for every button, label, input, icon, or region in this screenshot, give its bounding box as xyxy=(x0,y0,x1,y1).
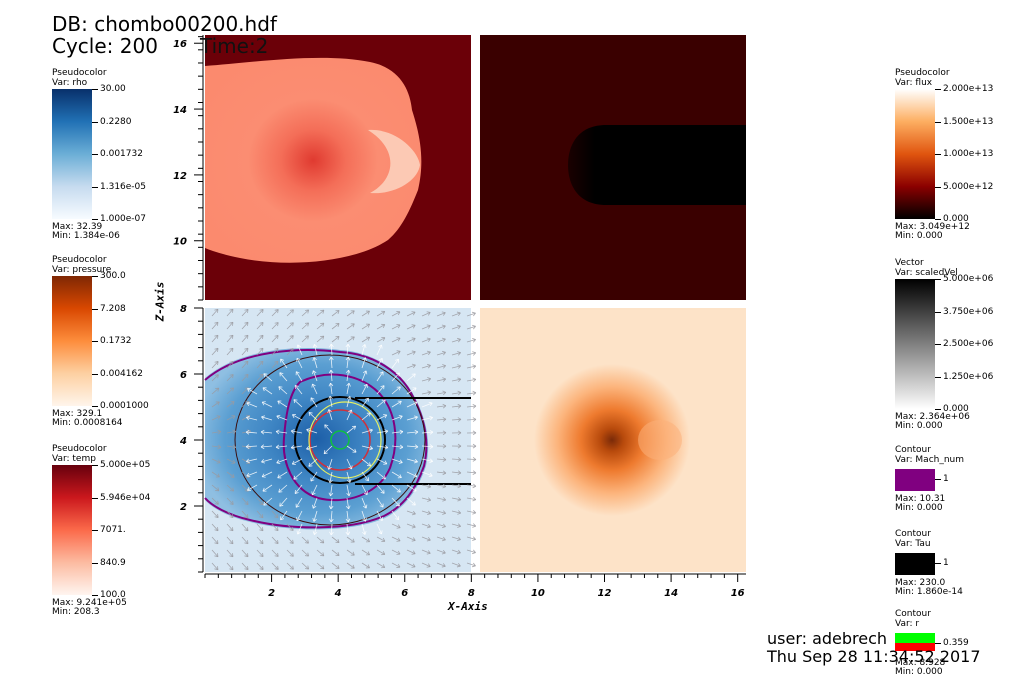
pressure-tail xyxy=(638,420,682,460)
x-tick-label-4: 10 xyxy=(531,588,545,599)
y-lower-tick-label-1: 4 xyxy=(179,436,187,447)
y-lower-tick-label-2: 6 xyxy=(180,370,187,381)
y-upper-tick-label-0: 10 xyxy=(173,237,187,248)
x-axis-title: X-Axis xyxy=(448,600,488,613)
z-axis-title: Z-Axis xyxy=(153,282,166,322)
time-label: Time:2 xyxy=(200,35,268,57)
y-lower-tick-label-0: 2 xyxy=(180,502,187,513)
x-tick-label-6: 14 xyxy=(664,588,678,599)
panel-flux xyxy=(480,35,746,300)
y-lower-tick-label-3: 8 xyxy=(180,304,187,315)
x-tick-label-0: 2 xyxy=(268,588,275,599)
panel-temp xyxy=(205,35,471,300)
x-tick-label-1: 4 xyxy=(334,588,342,599)
x-tick-label-3: 8 xyxy=(468,588,475,599)
velocity-vector xyxy=(467,459,476,460)
flux-shadow xyxy=(568,125,746,205)
x-tick-label-2: 6 xyxy=(401,588,408,599)
panel-pressure xyxy=(480,308,746,572)
x-tick-label-5: 12 xyxy=(598,588,612,599)
x-tick-label-7: 16 xyxy=(731,588,745,599)
date-label: Thu Sep 28 11:34:52 2017 xyxy=(767,648,981,666)
y-upper-tick-label-1: 12 xyxy=(173,171,187,182)
user-label: user: adebrech xyxy=(767,630,887,648)
panel-rho xyxy=(205,308,476,572)
y-upper-tick-label-2: 14 xyxy=(173,105,187,116)
temp-blob xyxy=(205,58,421,263)
y-upper-tick-label-3: 16 xyxy=(173,39,187,50)
